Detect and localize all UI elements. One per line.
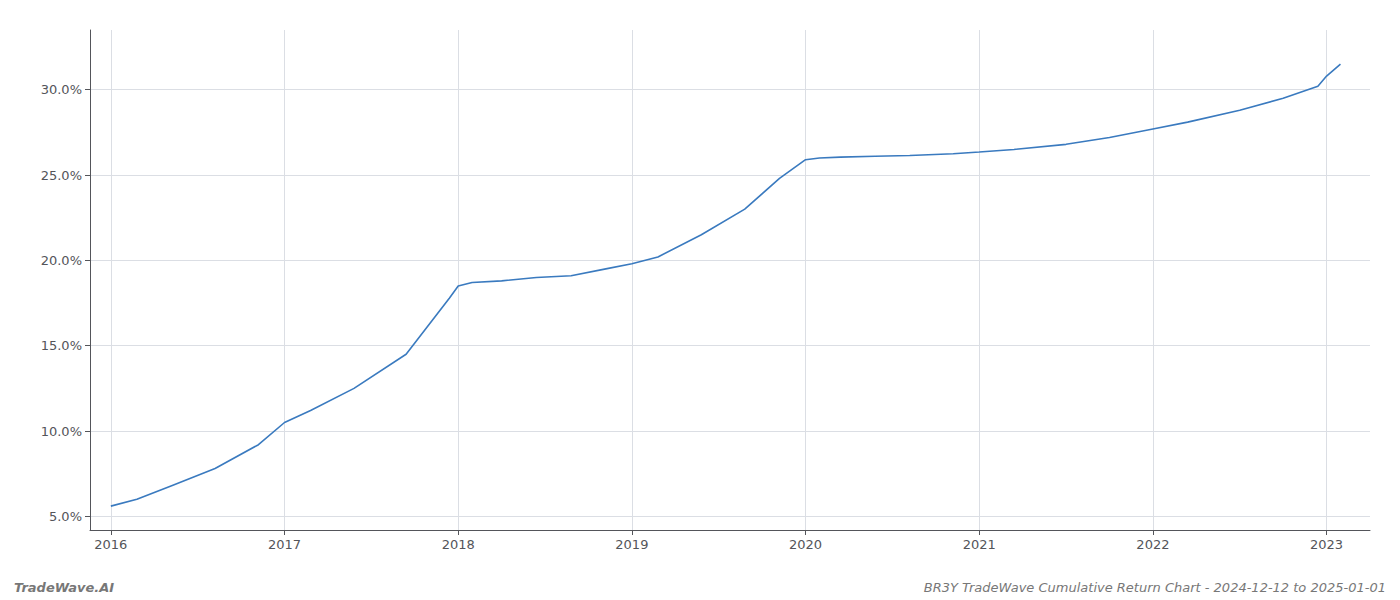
svg-text:25.0%: 25.0% [41,168,82,183]
svg-text:2020: 2020 [789,537,822,552]
svg-text:2022: 2022 [1136,537,1169,552]
svg-text:2023: 2023 [1310,537,1343,552]
svg-text:2016: 2016 [94,537,127,552]
svg-text:2017: 2017 [268,537,301,552]
svg-text:15.0%: 15.0% [41,338,82,353]
svg-text:2018: 2018 [442,537,475,552]
svg-text:30.0%: 30.0% [41,82,82,97]
svg-text:20.0%: 20.0% [41,253,82,268]
svg-text:2019: 2019 [615,537,648,552]
svg-text:10.0%: 10.0% [41,424,82,439]
svg-text:BR3Y TradeWave Cumulative Retu: BR3Y TradeWave Cumulative Return Chart -… [924,580,1386,595]
svg-text:TradeWave.AI: TradeWave.AI [14,580,114,595]
svg-text:2021: 2021 [963,537,996,552]
svg-text:5.0%: 5.0% [49,509,82,524]
